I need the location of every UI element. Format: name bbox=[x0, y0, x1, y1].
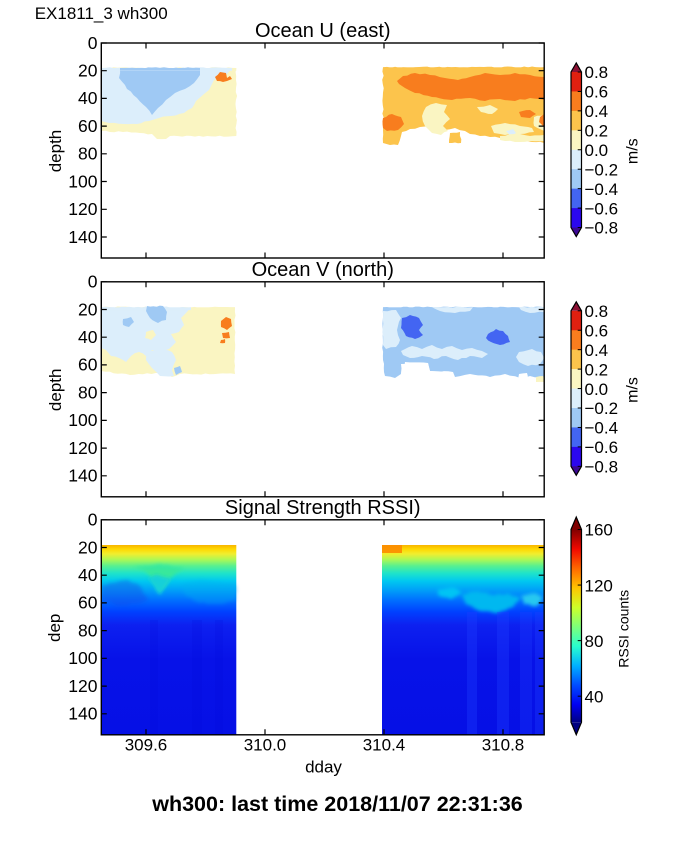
svg-text:60: 60 bbox=[78, 355, 98, 375]
svg-text:140: 140 bbox=[68, 227, 97, 247]
svg-text:−0.8: −0.8 bbox=[585, 219, 619, 238]
svg-text:40: 40 bbox=[78, 565, 98, 585]
svg-text:40: 40 bbox=[78, 327, 98, 347]
svg-text:140: 140 bbox=[68, 704, 97, 724]
svg-text:0: 0 bbox=[88, 33, 98, 53]
svg-text:0.4: 0.4 bbox=[585, 341, 609, 360]
svg-text:309.6: 309.6 bbox=[125, 736, 168, 755]
svg-text:0.8: 0.8 bbox=[585, 302, 609, 321]
svg-text:m/s: m/s bbox=[625, 138, 642, 164]
svg-text:160: 160 bbox=[585, 521, 613, 540]
svg-text:0.0: 0.0 bbox=[585, 380, 609, 399]
svg-text:0.6: 0.6 bbox=[585, 83, 609, 102]
svg-text:80: 80 bbox=[78, 382, 98, 402]
svg-text:−0.4: −0.4 bbox=[585, 180, 619, 199]
svg-text:40: 40 bbox=[78, 88, 98, 108]
svg-text:310.0: 310.0 bbox=[244, 736, 287, 755]
svg-text:0.2: 0.2 bbox=[585, 360, 609, 379]
svg-text:80: 80 bbox=[585, 632, 604, 651]
svg-text:0: 0 bbox=[88, 272, 98, 292]
svg-text:−0.8: −0.8 bbox=[585, 458, 619, 477]
svg-text:20: 20 bbox=[78, 61, 98, 81]
svg-text:100: 100 bbox=[68, 410, 97, 430]
svg-text:310.8: 310.8 bbox=[482, 736, 525, 755]
svg-text:Ocean V (north): Ocean V (north) bbox=[252, 259, 394, 281]
svg-text:100: 100 bbox=[68, 648, 97, 668]
svg-text:−0.6: −0.6 bbox=[585, 438, 619, 457]
svg-text:−0.2: −0.2 bbox=[585, 399, 619, 418]
svg-text:120: 120 bbox=[68, 438, 97, 458]
svg-text:120: 120 bbox=[68, 199, 97, 219]
svg-text:m/s: m/s bbox=[625, 377, 642, 403]
svg-text:310.4: 310.4 bbox=[363, 736, 406, 755]
svg-text:dep: dep bbox=[45, 614, 64, 642]
svg-text:Signal Strength RSSI): Signal Strength RSSI) bbox=[225, 497, 421, 519]
svg-text:60: 60 bbox=[78, 116, 98, 136]
svg-text:0.8: 0.8 bbox=[585, 63, 609, 82]
svg-text:80: 80 bbox=[78, 144, 98, 164]
svg-text:120: 120 bbox=[585, 576, 613, 595]
svg-text:0.6: 0.6 bbox=[585, 321, 609, 340]
svg-text:140: 140 bbox=[68, 466, 97, 486]
svg-text:RSSI counts: RSSI counts bbox=[616, 590, 632, 668]
svg-text:60: 60 bbox=[78, 593, 98, 613]
svg-text:depth: depth bbox=[46, 369, 65, 412]
svg-text:wh300: last time 2018/11/07 22: wh300: last time 2018/11/07 22:31:36 bbox=[151, 792, 523, 816]
svg-text:20: 20 bbox=[78, 537, 98, 557]
svg-text:100: 100 bbox=[68, 171, 97, 191]
svg-text:−0.6: −0.6 bbox=[585, 199, 619, 218]
svg-text:depth: depth bbox=[46, 130, 65, 173]
svg-text:40: 40 bbox=[585, 687, 604, 706]
svg-text:0.4: 0.4 bbox=[585, 102, 609, 121]
svg-text:Ocean U (east): Ocean U (east) bbox=[255, 20, 391, 42]
svg-text:dday: dday bbox=[305, 757, 342, 776]
svg-text:0: 0 bbox=[88, 510, 98, 530]
svg-text:−0.4: −0.4 bbox=[585, 419, 619, 438]
svg-text:EX1811_3 wh300: EX1811_3 wh300 bbox=[35, 4, 168, 23]
svg-text:0.2: 0.2 bbox=[585, 122, 609, 141]
svg-text:20: 20 bbox=[78, 299, 98, 319]
svg-text:120: 120 bbox=[68, 676, 97, 696]
svg-text:−0.2: −0.2 bbox=[585, 160, 619, 179]
svg-text:0.0: 0.0 bbox=[585, 141, 609, 160]
svg-text:80: 80 bbox=[78, 620, 98, 640]
